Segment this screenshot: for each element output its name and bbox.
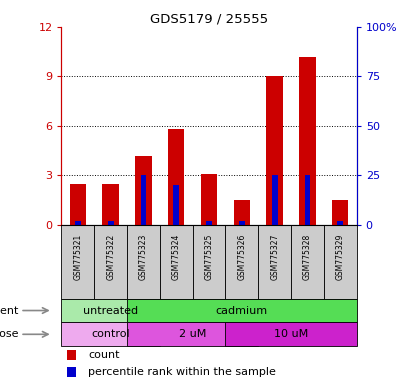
Text: GSM775321: GSM775321 bbox=[73, 234, 82, 280]
Bar bbox=[75, 221, 81, 225]
Bar bbox=[61, 225, 94, 299]
Bar bbox=[140, 175, 146, 225]
Bar bbox=[127, 323, 258, 346]
Bar bbox=[160, 225, 192, 299]
Bar bbox=[67, 367, 76, 377]
Bar bbox=[290, 225, 323, 299]
Bar bbox=[238, 221, 244, 225]
Text: GSM775328: GSM775328 bbox=[302, 234, 311, 280]
Text: 2 uM: 2 uM bbox=[179, 329, 206, 339]
Text: GSM775327: GSM775327 bbox=[270, 234, 279, 280]
Text: dose: dose bbox=[0, 329, 19, 339]
Text: 10 uM: 10 uM bbox=[273, 329, 308, 339]
Title: GDS5179 / 25555: GDS5179 / 25555 bbox=[150, 13, 267, 26]
Bar bbox=[173, 185, 179, 225]
Text: GSM775329: GSM775329 bbox=[335, 234, 344, 280]
Text: control: control bbox=[91, 329, 130, 339]
Bar bbox=[127, 299, 356, 323]
Bar bbox=[102, 184, 119, 225]
Bar bbox=[61, 323, 160, 346]
Bar bbox=[94, 225, 127, 299]
Text: GSM775326: GSM775326 bbox=[237, 234, 246, 280]
Text: GSM775322: GSM775322 bbox=[106, 234, 115, 280]
Text: count: count bbox=[88, 350, 119, 360]
Text: cadmium: cadmium bbox=[215, 306, 267, 316]
Text: percentile rank within the sample: percentile rank within the sample bbox=[88, 367, 275, 377]
Bar bbox=[233, 200, 249, 225]
Bar bbox=[108, 221, 113, 225]
Text: GSM775324: GSM775324 bbox=[171, 234, 180, 280]
Text: GSM775325: GSM775325 bbox=[204, 234, 213, 280]
Bar bbox=[331, 200, 348, 225]
Bar bbox=[168, 129, 184, 225]
Bar bbox=[67, 350, 76, 361]
Text: untreated: untreated bbox=[83, 306, 138, 316]
Bar bbox=[304, 175, 310, 225]
Bar bbox=[200, 174, 217, 225]
Bar bbox=[266, 76, 282, 225]
Text: agent: agent bbox=[0, 306, 19, 316]
Bar bbox=[323, 225, 356, 299]
Bar bbox=[61, 299, 160, 323]
Bar bbox=[337, 221, 342, 225]
Bar bbox=[225, 225, 258, 299]
Bar bbox=[225, 323, 356, 346]
Text: GSM775323: GSM775323 bbox=[139, 234, 148, 280]
Bar bbox=[192, 225, 225, 299]
Bar bbox=[127, 225, 160, 299]
Bar bbox=[135, 156, 151, 225]
Bar bbox=[258, 225, 290, 299]
Bar bbox=[299, 56, 315, 225]
Bar bbox=[271, 175, 277, 225]
Bar bbox=[70, 184, 86, 225]
Bar bbox=[206, 221, 211, 225]
